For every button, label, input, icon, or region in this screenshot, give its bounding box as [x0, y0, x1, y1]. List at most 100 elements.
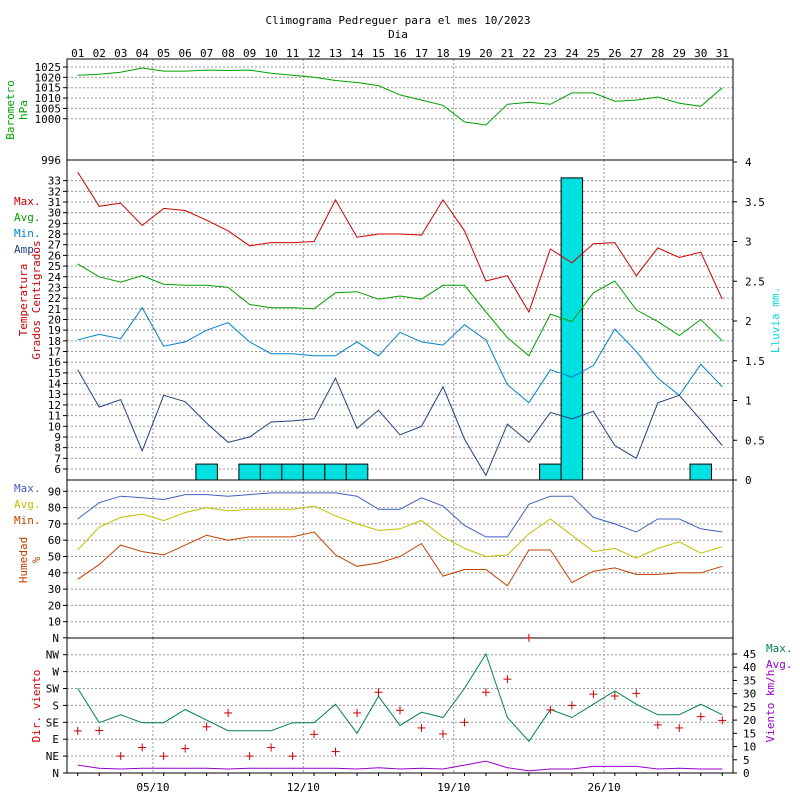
humidity-ylabel: Humedad	[17, 537, 30, 583]
temp-tick-label: 15	[48, 367, 61, 380]
pressure-line	[77, 67, 723, 126]
day-tick-label: 10	[264, 47, 277, 60]
day-tick-label: 04	[136, 47, 150, 60]
day-tick-label: 16	[393, 47, 406, 60]
wind-speed-tick-label: 30	[743, 688, 756, 701]
wind-direction-tick-label: N	[52, 767, 59, 780]
temp-tick-label: 25	[48, 260, 61, 273]
wind-speed-tick-label: 15	[743, 727, 756, 740]
temp-legend-min: Min.	[14, 227, 41, 240]
temp-tick-label: 31	[48, 196, 61, 209]
wind-direction-tick-label: NE	[46, 750, 59, 763]
pressure-tick-label: 1005	[35, 102, 62, 115]
rain-bar	[539, 463, 562, 481]
day-tick-label: 25	[587, 47, 600, 60]
day-tick-label: 24	[565, 47, 579, 60]
temp-tick-label: 26	[48, 249, 61, 262]
temp-tick-label: 22	[48, 292, 61, 305]
wind-speed-tick-label: 5	[743, 754, 750, 767]
day-tick-label: 06	[179, 47, 192, 60]
rain-tick-label: 3.5	[745, 196, 765, 209]
day-tick-label: 09	[243, 47, 256, 60]
temperature-panel-frame	[66, 159, 734, 481]
day-tick-label: 21	[501, 47, 514, 60]
wind-direction-tick-label: E	[52, 733, 59, 746]
temp-tick-label: 9	[54, 431, 61, 444]
rain-tick-label: 2.5	[745, 275, 765, 288]
wind-speed-ylabel: Viento km/h	[764, 670, 777, 743]
wind-speed-tick-label: 20	[743, 714, 756, 727]
temp-tick-label: 32	[48, 185, 61, 198]
humidity-tick-label: 30	[48, 583, 61, 596]
temp-max-line	[77, 171, 723, 314]
week-tick-label: 19/10	[437, 781, 470, 794]
wind-max-line	[77, 652, 723, 743]
wind-direction-tick-label: N	[52, 632, 59, 645]
temp-tick-label: 11	[48, 410, 61, 423]
temp-tick-label: 23	[48, 281, 61, 294]
rain-bar	[345, 463, 369, 481]
rain-bar	[281, 463, 304, 481]
wind-direction-tick-label: SW	[46, 683, 60, 696]
wind-legend-avg: Avg.	[766, 658, 793, 671]
temp-tick-label: 21	[48, 303, 61, 316]
day-tick-label: 08	[222, 47, 235, 60]
temp-tick-label: 18	[48, 335, 61, 348]
chart-title: Climograma Pedreguer para el mes 10/2023	[266, 14, 531, 27]
temp-tick-label: 19	[48, 324, 61, 337]
day-tick-label: 13	[329, 47, 342, 60]
day-tick-label: 18	[436, 47, 449, 60]
day-tick-label: 20	[479, 47, 492, 60]
temp-amp-line	[77, 369, 723, 477]
temp-tick-label: 14	[48, 378, 62, 391]
temp-legend-avg: Avg.	[14, 211, 41, 224]
rain-bar	[238, 463, 261, 481]
day-tick-label: 02	[93, 47, 106, 60]
day-tick-label: 03	[114, 47, 127, 60]
temp-legend-amp: Amp.	[14, 243, 41, 256]
rain-tick-label: 2	[745, 315, 752, 328]
humidity-tick-label: 50	[48, 551, 61, 564]
rain-bar	[259, 463, 283, 481]
wind-speed-tick-label: 45	[743, 648, 756, 661]
pressure-tick-label: 1010	[35, 92, 62, 105]
rain-tick-label: 1	[745, 395, 752, 408]
wind-avg-line	[77, 760, 723, 772]
temp-tick-label: 30	[48, 207, 61, 220]
pressure-panel-frame	[66, 58, 734, 161]
temp-tick-label: 13	[48, 388, 61, 401]
day-tick-label: 26	[608, 47, 621, 60]
humidity-avg-line	[77, 505, 723, 559]
rain-tick-label: 4	[745, 156, 752, 169]
temp-avg-line	[77, 263, 723, 357]
wind-legend-max: Max.	[766, 642, 793, 655]
wind-speed-tick-label: 40	[743, 661, 756, 674]
day-tick-label: 29	[673, 47, 686, 60]
rain-bar	[302, 463, 326, 481]
wind-speed-tick-label: 10	[743, 741, 756, 754]
day-tick-label: 11	[286, 47, 299, 60]
humidity-tick-label: 10	[48, 616, 61, 629]
day-tick-label: 27	[630, 47, 643, 60]
day-tick-label: 01	[71, 47, 84, 60]
humidity-tick-label: 70	[48, 518, 61, 531]
wind-speed-tick-label: 35	[743, 674, 756, 687]
temp-tick-label: 27	[48, 239, 61, 252]
pressure-tick-label: 1000	[35, 113, 62, 126]
week-tick-label: 26/10	[588, 781, 621, 794]
humidity-panel-frame	[66, 479, 734, 639]
humidity-tick-label: 20	[48, 599, 61, 612]
wind-direction-tick-label: NW	[46, 649, 60, 662]
rain-tick-label: 0	[745, 474, 752, 487]
rain-ylabel: Lluvia mm.	[769, 287, 782, 353]
temp-tick-label: 7	[54, 452, 61, 465]
rain-bar	[689, 463, 712, 481]
temp-tick-label: 33	[48, 175, 61, 188]
humidity-min-line	[77, 531, 723, 587]
temp-min-line	[77, 306, 723, 404]
temp-legend-max: Max.	[14, 195, 41, 208]
humidity-legend-min: Min.	[14, 514, 41, 527]
day-tick-label: 07	[200, 47, 213, 60]
day-tick-label: 22	[522, 47, 535, 60]
